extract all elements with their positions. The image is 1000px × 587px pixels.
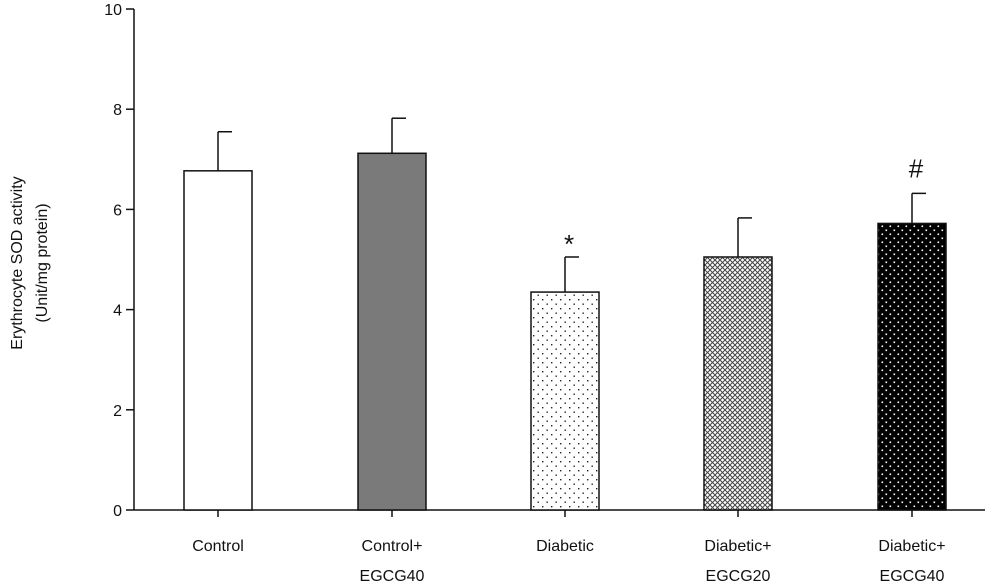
y-tick-label: 2 bbox=[113, 403, 122, 420]
significance-marker: * bbox=[564, 229, 574, 259]
x-category-label: Diabetic bbox=[536, 538, 594, 555]
y-tick-label: 8 bbox=[113, 102, 122, 119]
x-category-label: Control bbox=[192, 538, 244, 555]
x-category-label: Control+ bbox=[362, 538, 423, 555]
bar bbox=[183, 170, 253, 511]
x-category-label: Diabetic+ bbox=[878, 538, 945, 555]
y-axis-label: Erythrocyte SOD activity (Unit/mg protein… bbox=[9, 176, 51, 349]
bar bbox=[357, 152, 427, 511]
y-tick-label: 4 bbox=[113, 303, 122, 320]
x-category-label: EGCG40 bbox=[360, 568, 425, 585]
bar bbox=[877, 222, 947, 511]
y-tick-label: 10 bbox=[104, 2, 122, 19]
y-tick-label: 0 bbox=[113, 503, 122, 520]
y-axis-label-line: (Unit/mg protein) bbox=[34, 203, 51, 322]
x-category-label: Diabetic+ bbox=[704, 538, 771, 555]
significance-marker: # bbox=[909, 153, 924, 183]
bar bbox=[530, 291, 600, 511]
x-category-label: EGCG40 bbox=[880, 568, 945, 585]
bars: Control Control+ EGCG40 * Diabetic Diabetic+ E… bbox=[183, 117, 947, 585]
y-tick-label: 6 bbox=[113, 202, 122, 219]
y-axis: 0 2 4 6 8 10 bbox=[104, 2, 135, 520]
y-axis-label-line: Erythrocyte SOD activity bbox=[9, 176, 26, 349]
bar bbox=[703, 256, 773, 511]
x-category-label: EGCG20 bbox=[706, 568, 771, 585]
